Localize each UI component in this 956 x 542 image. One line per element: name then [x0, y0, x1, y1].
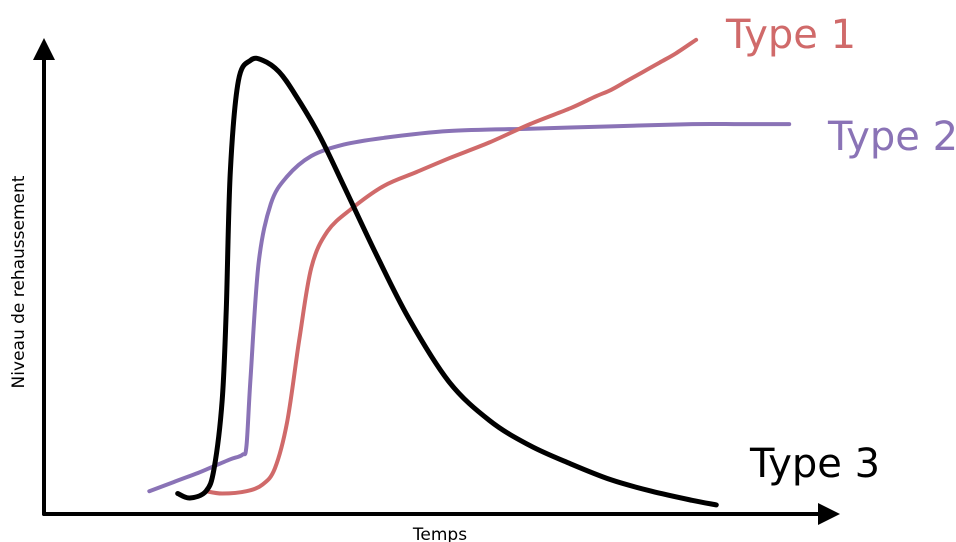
x-axis-label: Temps	[412, 525, 467, 542]
x-axis-arrow	[818, 503, 840, 525]
series-label-type-3: Type 3	[749, 441, 880, 487]
series-label-type-2: Type 2	[827, 114, 956, 160]
series-line-type-2	[147, 121, 792, 494]
chart-series-group	[147, 37, 792, 508]
series-label-type-1: Type 1	[725, 12, 856, 58]
y-axis-arrow	[33, 38, 55, 60]
y-axis-label: Niveau de rehaussement	[9, 175, 29, 388]
series-line-type-1	[204, 37, 699, 496]
series-labels-group: Type 1 Type 2 Type 3	[725, 12, 956, 487]
series-line-type-3	[175, 55, 719, 508]
